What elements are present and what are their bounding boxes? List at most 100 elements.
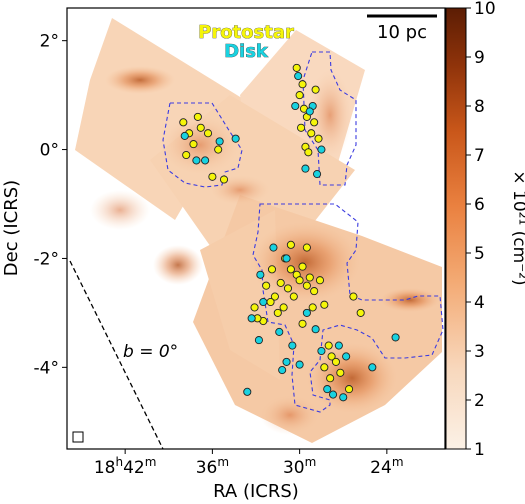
disk-point [282, 357, 291, 366]
y-tick-label: -4° [34, 358, 59, 378]
colorbar-tick-label: 7 [474, 146, 485, 166]
legend-disk: Disk [224, 41, 269, 62]
protostar-point [295, 91, 304, 100]
colorbar-tick-label: 3 [474, 342, 485, 362]
disk-point [254, 336, 263, 345]
protostar-point [298, 319, 307, 328]
protostar-point [267, 265, 277, 274]
x-axis-label: RA (ICRS) [213, 481, 299, 502]
disk-point [256, 270, 265, 279]
disk-point [278, 366, 287, 375]
protostar-point [315, 276, 325, 285]
y-axis-label: Dec (ICRS) [1, 180, 22, 276]
protostar-point [304, 148, 313, 157]
colorbar-tick-label: 5 [474, 244, 485, 264]
disk-point [243, 387, 252, 396]
disk-point [317, 145, 326, 154]
disk-point [282, 254, 291, 263]
disk-point [294, 72, 303, 81]
colorbar-tick-label: 2 [474, 391, 485, 411]
x-tick-label: 24m [370, 455, 403, 478]
cloud-core-north [308, 70, 352, 160]
protostar-point [314, 134, 323, 143]
protostar-point [189, 140, 198, 149]
protostar-point [302, 281, 311, 290]
protostar-point [297, 123, 306, 132]
x-tick-label: 30m [283, 455, 316, 478]
disk-point [201, 156, 210, 165]
disk-point [247, 314, 256, 323]
protostar-point [286, 265, 295, 274]
disk-point [329, 390, 338, 399]
protostar-point [250, 303, 259, 312]
protostar-point [311, 85, 320, 94]
disk-point [368, 363, 377, 372]
data-points [179, 63, 400, 402]
colorbar [445, 7, 467, 450]
colorbar-tick-label: 4 [474, 293, 485, 313]
protostar-point [219, 175, 229, 184]
cloud-filament-6 [210, 175, 270, 205]
protostar-point [295, 276, 304, 285]
protostar-point [349, 292, 358, 301]
cloud-core-serpens [250, 222, 360, 302]
protostar-point [356, 308, 365, 317]
region-outline-north [302, 51, 357, 186]
protostar-point [193, 112, 202, 121]
protostar-point [179, 118, 188, 127]
x-tick-label: 18h42m [94, 455, 157, 478]
plot-frame [66, 7, 446, 450]
protostar-point [203, 129, 213, 138]
disk-point [275, 327, 284, 336]
disk-point [305, 107, 314, 116]
protostar-point [310, 118, 319, 127]
disk-point [192, 156, 201, 165]
protostar-point [331, 357, 341, 366]
protostar-point [270, 292, 279, 301]
cloud-core-west [160, 115, 240, 175]
cloud-filament-1 [105, 66, 175, 94]
disk-point [301, 164, 310, 173]
disk-point [313, 170, 322, 179]
disk-point [215, 137, 224, 146]
disk-point [288, 341, 297, 350]
protostar-point [298, 262, 307, 271]
disk-point [259, 297, 268, 307]
colorbar-label: × 10²¹ (cm⁻²) [509, 170, 525, 285]
disk-point [231, 134, 240, 143]
y-axis: 2° 0° -2° -4° [34, 32, 67, 378]
protostar-point [273, 308, 282, 317]
protostar-point [262, 281, 271, 290]
disk-point [334, 341, 343, 350]
disk-point [180, 131, 189, 140]
disk-point [323, 385, 332, 394]
colorbar-tick-label: 6 [474, 195, 485, 215]
x-tick-label: 36m [196, 455, 229, 478]
cloud-filament-2 [90, 190, 150, 230]
colorbar-tick-label: 1 [474, 440, 485, 460]
colorbar-ticks: 1 2 3 4 5 6 7 8 9 10 [466, 0, 496, 460]
legend-protostar: Protostar [198, 22, 294, 43]
protostar-point [286, 240, 295, 249]
protostar-point [327, 352, 336, 361]
galactic-plane-line [69, 260, 164, 450]
colorbar-tick-label: 10 [474, 0, 496, 19]
y-tick-label: 2° [40, 32, 59, 52]
disk-point [317, 346, 326, 356]
protostar-point [310, 287, 319, 296]
protostar-point [276, 278, 285, 287]
protostar-point [214, 145, 223, 154]
cloud-filament-5 [260, 395, 320, 435]
protostar-point [302, 243, 311, 252]
protostar-point [324, 341, 333, 350]
protostar-point [208, 172, 217, 181]
y-tick-label: -2° [34, 249, 59, 269]
protostar-point [182, 150, 191, 160]
x-axis: 18h42m 36m 30m 24m [94, 449, 404, 478]
protostar-point [344, 385, 354, 394]
scale-bar-label: 10 pc [377, 22, 427, 43]
protostar-point [196, 123, 205, 132]
disk-point [291, 101, 300, 111]
cloud-filament-4 [380, 288, 440, 312]
